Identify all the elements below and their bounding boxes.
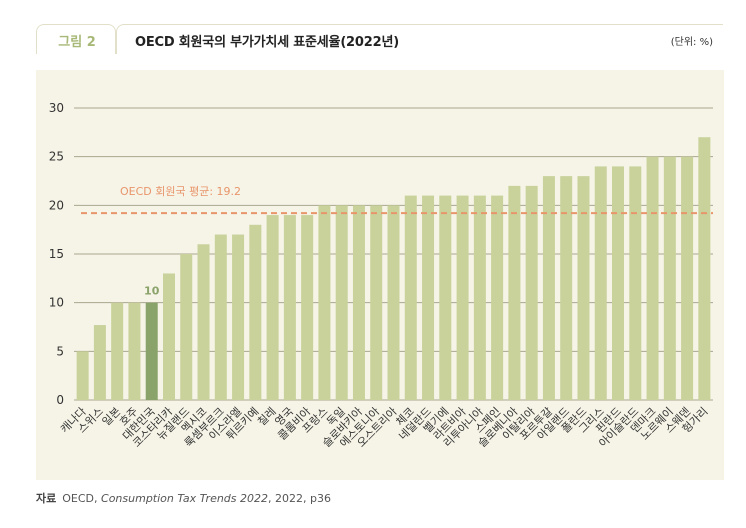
bar-라트비아 bbox=[456, 195, 469, 400]
unit-label: (단위: %) bbox=[670, 37, 713, 48]
bar-칠레 bbox=[266, 215, 279, 400]
bar-영국 bbox=[283, 215, 296, 400]
bar-스위스 bbox=[93, 325, 106, 400]
bar-스웨덴 bbox=[681, 156, 694, 400]
bar-콜롬비아 bbox=[301, 215, 314, 400]
bar-노르웨이 bbox=[663, 156, 676, 400]
y-tick-label: 0 bbox=[56, 393, 64, 407]
y-tick-label: 15 bbox=[49, 247, 64, 261]
chart-area: 0 5 10 15 20 25 30 캐나다 스위스 일본 호주 대한민국 10 코스타리카 뉴질랜드 멕시코… bbox=[36, 70, 724, 480]
bar-멕시코 bbox=[197, 244, 210, 400]
figure-tab: 그림 2 bbox=[36, 24, 116, 54]
bar-벨기에 bbox=[439, 195, 452, 400]
source-suffix: , 2022, p36 bbox=[268, 492, 331, 505]
bar-뉴질랜드 bbox=[180, 254, 193, 400]
bar-대한민국 bbox=[145, 302, 158, 400]
bar-룩셈부르크 bbox=[214, 234, 227, 400]
source-title: Consumption Tax Trends 2022 bbox=[101, 492, 269, 505]
title-bar: OECD 회원국의 부가가치세 표준세율(2022년) (단위: %) bbox=[116, 24, 723, 54]
bar-오스트리아 bbox=[387, 205, 400, 400]
bar-이탈리아 bbox=[525, 185, 538, 400]
bar-튀르키예 bbox=[249, 224, 262, 400]
bar-에스토니아 bbox=[370, 205, 383, 400]
bar-헝가리 bbox=[698, 137, 711, 400]
bar-슬로바키아 bbox=[352, 205, 365, 400]
bar-스페인 bbox=[491, 195, 504, 400]
bar-네덜란드 bbox=[422, 195, 435, 400]
bar-리투아니아 bbox=[473, 195, 486, 400]
y-tick-label: 30 bbox=[49, 101, 64, 115]
bar-캐나다 bbox=[76, 351, 89, 400]
source-prefix: OECD, bbox=[62, 492, 102, 505]
bar-프랑스 bbox=[318, 205, 331, 400]
y-tick-label: 25 bbox=[49, 150, 64, 164]
vat-bar-chart: 051015202530캐나다스위스일본호주대한민국10코스타리카뉴질랜드멕시코… bbox=[49, 101, 713, 450]
y-tick-label: 20 bbox=[49, 198, 64, 212]
source-note: 자료 OECD, Consumption Tax Trends 2022, 202… bbox=[36, 490, 331, 506]
bar-포르투갈 bbox=[542, 176, 555, 400]
bar-슬로베니아 bbox=[508, 185, 521, 400]
source-label: 자료 bbox=[36, 492, 57, 505]
bar-그리스 bbox=[594, 166, 607, 400]
bar-일본 bbox=[111, 302, 124, 400]
bar-코스타리카 bbox=[162, 273, 175, 400]
bar-덴마크 bbox=[646, 156, 659, 400]
bar-독일 bbox=[335, 205, 348, 400]
bar-체코 bbox=[404, 195, 417, 400]
chart-title: OECD 회원국의 부가가치세 표준세율(2022년) bbox=[135, 35, 399, 50]
bar-핀란드 bbox=[612, 166, 625, 400]
bar-호주 bbox=[128, 302, 141, 400]
y-tick-label: 5 bbox=[56, 344, 64, 358]
bar-이스라엘 bbox=[232, 234, 245, 400]
bar-아이슬란드 bbox=[629, 166, 642, 400]
data-label-highlight: 10 bbox=[144, 285, 160, 298]
average-label: OECD 회원국 평균: 19.2 bbox=[120, 185, 241, 198]
figure-label: 그림 2 bbox=[58, 35, 96, 50]
bar-아일랜드 bbox=[560, 176, 573, 400]
y-tick-label: 10 bbox=[49, 296, 64, 310]
bar-폴란드 bbox=[577, 176, 590, 400]
